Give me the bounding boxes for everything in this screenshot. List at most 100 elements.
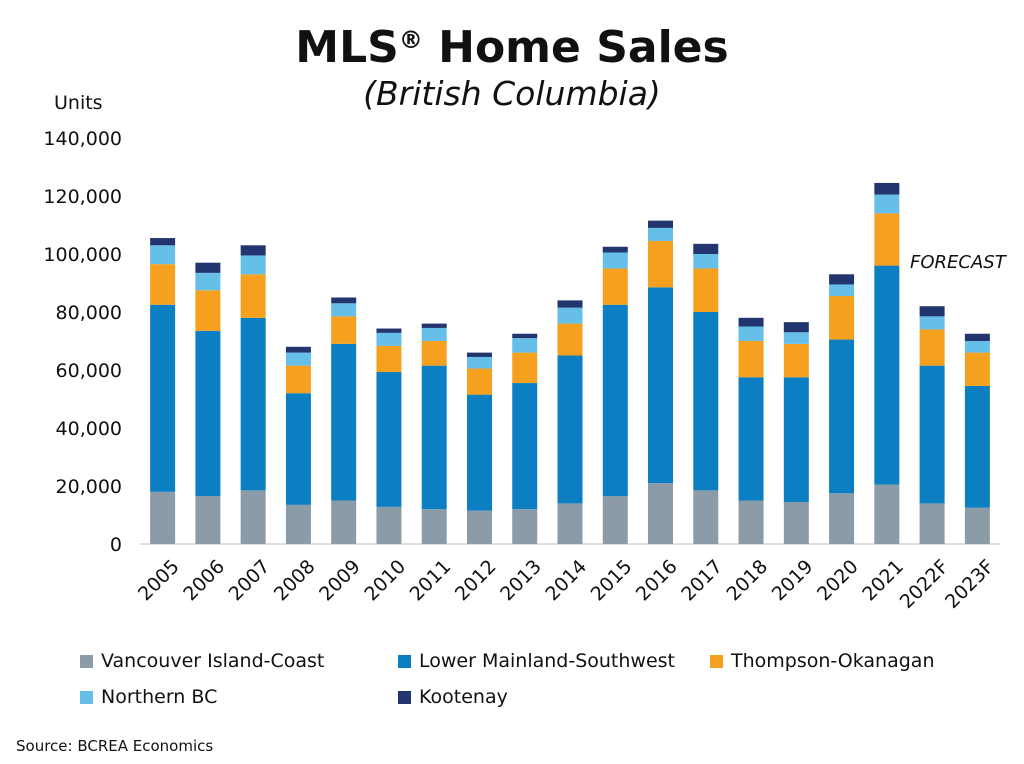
bar-segment-2010-s4 bbox=[376, 328, 402, 333]
bar-segment-2013-s2 bbox=[512, 352, 538, 384]
bar-segment-2007-s3 bbox=[240, 255, 266, 275]
bar-segment-2016-s4 bbox=[648, 220, 674, 228]
y-axis-label: Units bbox=[54, 92, 103, 114]
bar-segment-2016-s3 bbox=[648, 227, 674, 241]
x-tick-label: 2011 bbox=[406, 556, 456, 606]
forecast-annotation: FORECAST bbox=[910, 252, 1006, 273]
bar-segment-2014-s2 bbox=[557, 323, 583, 356]
legend-label: Northern BC bbox=[101, 686, 218, 708]
bar-segment-2013-s4 bbox=[512, 333, 538, 339]
bar-segment-2007-s1 bbox=[240, 317, 266, 491]
bar-segment-2011-s3 bbox=[421, 327, 447, 341]
y-tick-label: 0 bbox=[110, 534, 122, 556]
legend-item-vancouver-island-coast: Vancouver Island-Coast bbox=[80, 650, 324, 672]
bar-segment-2014-s3 bbox=[557, 307, 583, 324]
bar-segment-2008-s2 bbox=[285, 365, 311, 394]
source-note: Source: BCREA Economics bbox=[16, 737, 214, 755]
legend-swatch bbox=[398, 690, 411, 704]
y-tick-label: 20,000 bbox=[56, 476, 122, 498]
y-tick-label: 80,000 bbox=[56, 302, 122, 324]
bar-segment-2021-s4 bbox=[874, 182, 900, 195]
bar-segment-2018-s4 bbox=[738, 317, 764, 327]
bar-segment-2017-s4 bbox=[693, 243, 719, 254]
legend-label: Kootenay bbox=[419, 686, 508, 708]
chart-subtitle: (British Columbia) bbox=[363, 74, 661, 113]
bar-segment-2022f-s3 bbox=[919, 316, 945, 330]
x-tick-label: 2014 bbox=[541, 556, 591, 606]
legend-item-lower-mainland-southwest: Lower Mainland-Southwest bbox=[398, 650, 675, 672]
legend-item-northern-bc: Northern BC bbox=[80, 686, 217, 708]
bar-segment-2006-s3 bbox=[195, 272, 221, 291]
y-tick-label: 100,000 bbox=[43, 244, 122, 266]
bar-segment-2016-s0 bbox=[648, 483, 674, 544]
bar-segment-2012-s3 bbox=[466, 356, 492, 369]
bar-segment-2023f-s3 bbox=[964, 341, 990, 353]
bar-segment-2020-s1 bbox=[829, 339, 855, 494]
legend-item-kootenay: Kootenay bbox=[398, 686, 508, 708]
x-tick-label: 2023F bbox=[941, 556, 998, 613]
legend-label: Thompson-Okanagan bbox=[731, 650, 935, 672]
bar-segment-2005-s0 bbox=[150, 491, 176, 544]
bar-segment-2021-s2 bbox=[874, 213, 900, 266]
bar-segment-2019-s3 bbox=[783, 332, 809, 344]
bar-segment-2005-s2 bbox=[150, 264, 176, 305]
bar-segment-2009-s1 bbox=[331, 343, 357, 501]
bar-segment-2009-s0 bbox=[331, 500, 357, 544]
x-tick-label: 2010 bbox=[360, 556, 410, 606]
bar-segment-2010-s1 bbox=[376, 372, 402, 507]
bar-segment-2009-s2 bbox=[331, 316, 357, 344]
bar-segment-2017-s2 bbox=[693, 268, 719, 312]
bar-segment-2017-s0 bbox=[693, 490, 719, 544]
bar-segment-2012-s2 bbox=[466, 368, 492, 395]
bar-segment-2023f-s4 bbox=[964, 333, 990, 341]
legend-label: Vancouver Island-Coast bbox=[101, 650, 325, 672]
bar-segment-2020-s2 bbox=[829, 296, 855, 340]
bar-segment-2023f-s1 bbox=[964, 385, 990, 508]
bar-segment-2006-s1 bbox=[195, 330, 221, 497]
bar-segment-2015-s4 bbox=[602, 246, 628, 253]
bar-segment-2014-s1 bbox=[557, 355, 583, 504]
y-tick-label: 40,000 bbox=[56, 418, 122, 440]
x-tick-label: 2006 bbox=[179, 556, 229, 606]
bar-segment-2017-s3 bbox=[693, 254, 719, 269]
legend-swatch bbox=[398, 654, 411, 668]
bar-segment-2023f-s0 bbox=[964, 507, 990, 544]
bar-segment-2007-s0 bbox=[240, 490, 266, 544]
legend-swatch bbox=[80, 654, 93, 668]
bar-segment-2022f-s0 bbox=[919, 503, 945, 544]
x-tick-label: 2009 bbox=[315, 556, 365, 606]
bar-segment-2013-s3 bbox=[512, 338, 538, 353]
bar-segment-2011-s2 bbox=[421, 341, 447, 366]
bar-segment-2013-s1 bbox=[512, 383, 538, 510]
legend-label: Lower Mainland-Southwest bbox=[419, 650, 675, 672]
bar-segment-2014-s0 bbox=[557, 503, 583, 544]
bar-segment-2015-s0 bbox=[602, 496, 628, 544]
bar-segment-2022f-s2 bbox=[919, 329, 945, 366]
y-tick-label: 120,000 bbox=[43, 186, 122, 208]
bar-segment-2020-s0 bbox=[829, 493, 855, 544]
bar-segment-2020-s3 bbox=[829, 284, 855, 297]
bar-segment-2010-s0 bbox=[376, 506, 402, 544]
x-tick-label: 2020 bbox=[813, 556, 863, 606]
legend-swatch bbox=[80, 690, 93, 704]
x-tick-label: 2016 bbox=[632, 556, 682, 606]
bar-segment-2018-s2 bbox=[738, 341, 764, 378]
bar-segment-2022f-s4 bbox=[919, 306, 945, 317]
bar-segment-2005-s3 bbox=[150, 245, 176, 265]
bar-segment-2005-s1 bbox=[150, 304, 176, 492]
bar-segment-2018-s3 bbox=[738, 326, 764, 341]
bar-segment-2014-s4 bbox=[557, 300, 583, 308]
bar-segment-2015-s3 bbox=[602, 252, 628, 269]
bar-segment-2009-s3 bbox=[331, 303, 357, 317]
bar-segment-2011-s0 bbox=[421, 509, 447, 544]
bar-segment-2015-s1 bbox=[602, 304, 628, 497]
bar-segment-2006-s0 bbox=[195, 496, 221, 544]
x-tick-label: 2007 bbox=[225, 556, 275, 606]
legend-swatch bbox=[710, 654, 723, 668]
bar-segment-2016-s2 bbox=[648, 240, 674, 288]
x-tick-label: 2013 bbox=[496, 556, 546, 606]
bar-segment-2005-s4 bbox=[150, 238, 176, 246]
bar-segment-2012-s4 bbox=[466, 352, 492, 357]
bar-segment-2023f-s2 bbox=[964, 352, 990, 386]
